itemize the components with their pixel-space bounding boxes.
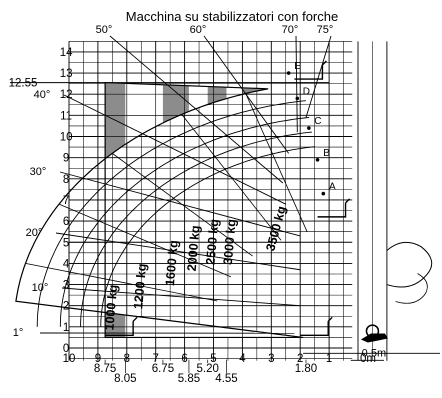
boom-angle-line: [305, 35, 332, 118]
y-tick-label: 3: [63, 280, 69, 292]
radial-line: [245, 93, 308, 232]
load-zone-label: 3500 kg: [263, 205, 288, 253]
extension-arc: [59, 116, 310, 327]
boom-angle-line: [203, 35, 290, 154]
extension-arc: [36, 100, 306, 327]
y-tick-label: 14: [60, 47, 73, 59]
x-tick-label: 5: [210, 353, 216, 365]
max-height-label: 12.55: [9, 78, 38, 90]
boom-angle-label: 30°: [30, 166, 47, 178]
y-tick-label: 12: [60, 89, 73, 101]
x-tick-label: 6: [181, 353, 187, 365]
machine-layer: [105, 60, 440, 361]
boom-angle-label: 40°: [34, 89, 51, 101]
x-tick-label: 1: [326, 353, 332, 365]
extension-point-marker: [295, 96, 300, 101]
boom-head-circle: [365, 324, 380, 338]
x-extra-label: 1.80: [295, 363, 317, 375]
y-tick-label: 11: [60, 110, 72, 122]
fork-symbol-left: [105, 316, 138, 337]
extension-point-marker: [315, 157, 320, 162]
extension-point-label: A: [329, 182, 336, 193]
extension-point-label: D: [303, 86, 310, 97]
y-tick-label: 10: [60, 132, 73, 144]
x-tick-label: 0m: [360, 353, 376, 365]
chart-title: Macchina su stabilizzatori con forche: [126, 9, 338, 24]
x-extra-label: 5.20: [197, 363, 219, 375]
load-zone-label: 3000 kg: [221, 218, 239, 265]
x-tick-label: 2: [297, 353, 303, 365]
radial-line: [25, 262, 218, 302]
machine-cab-outline: [386, 241, 433, 288]
y-tick-label: 8: [63, 174, 69, 186]
load-zone-label: 2000 kg: [185, 225, 203, 272]
fork-symbol-bottom: [300, 316, 333, 337]
boom-angle-label: 10°: [32, 282, 49, 294]
x-tick-label: 3: [268, 353, 274, 365]
boom-angle-line: [109, 35, 284, 184]
x-tick-label: 9: [95, 353, 101, 365]
x-extra-label: 6.75: [152, 363, 174, 375]
y-tick-label: 5: [63, 237, 69, 249]
y-tick-label: 13: [60, 68, 73, 80]
boom-angle-label: 1°: [13, 327, 24, 339]
boom-angle-label: 75°: [317, 24, 334, 36]
load-zone-label: 1000 kg: [102, 284, 120, 331]
boom-angle-line: [63, 94, 286, 205]
x-tick-label: 10: [63, 353, 76, 365]
y-tick-label: 0: [63, 343, 69, 355]
boom-pivot-shape: [360, 333, 388, 343]
y-tick-label: 9: [63, 153, 69, 165]
x-extra-label: 4.55: [215, 373, 237, 385]
footprint-label: 0.5m: [362, 347, 386, 359]
fork-symbol-top: [294, 60, 327, 80]
load-zone-label: 1600 kg: [163, 240, 181, 287]
extension-point-label: C: [314, 116, 321, 127]
boom-angle-label: 20°: [26, 227, 43, 239]
boom-angle-line: [55, 232, 301, 271]
extension-point-marker: [321, 191, 326, 196]
extension-point-marker: [307, 126, 311, 130]
boom-angle-label: 50°: [96, 24, 113, 36]
extension-point-marker: [286, 71, 291, 75]
envelope-outline: [15, 81, 304, 339]
line-layer: [10, 35, 332, 374]
y-tick-label: 2: [63, 301, 69, 313]
y-tick-label: 1: [63, 322, 69, 334]
boom-angle-label: 70°: [282, 24, 299, 36]
machine-cab-inner: [395, 273, 428, 304]
load-zone-label: 2500 kg: [203, 218, 221, 265]
y-tick-label: 6: [63, 216, 69, 228]
x-extra-label: 5.85: [178, 373, 200, 385]
extension-point-label: B: [323, 148, 330, 159]
x-tick-label: 8: [124, 353, 130, 365]
x-extra-label: 8.05: [114, 373, 136, 385]
x-tick-label: 4: [239, 353, 246, 365]
x-tick-label: 7: [152, 353, 158, 365]
boom-angle-line: [295, 35, 298, 133]
radial-line: [58, 203, 232, 278]
y-tick-label: 7: [63, 195, 69, 207]
label-layer: 1°10°20°30°40°50° 60° 70° 75°12.55ABCDE1000…: [9, 24, 387, 385]
extension-point-label: E: [294, 61, 301, 72]
boom-angle-line: [61, 287, 301, 307]
fork-symbol-right: [317, 198, 351, 218]
load-zone-label: 1200 kg: [131, 263, 149, 310]
y-tick-label: 4: [63, 258, 70, 270]
boom-angle-label: 60°: [190, 24, 207, 36]
x-extra-label: 8.75: [94, 363, 116, 375]
boom-angle-line: [59, 171, 301, 237]
extension-arc: [100, 146, 315, 327]
extension-arc: [80, 131, 312, 327]
